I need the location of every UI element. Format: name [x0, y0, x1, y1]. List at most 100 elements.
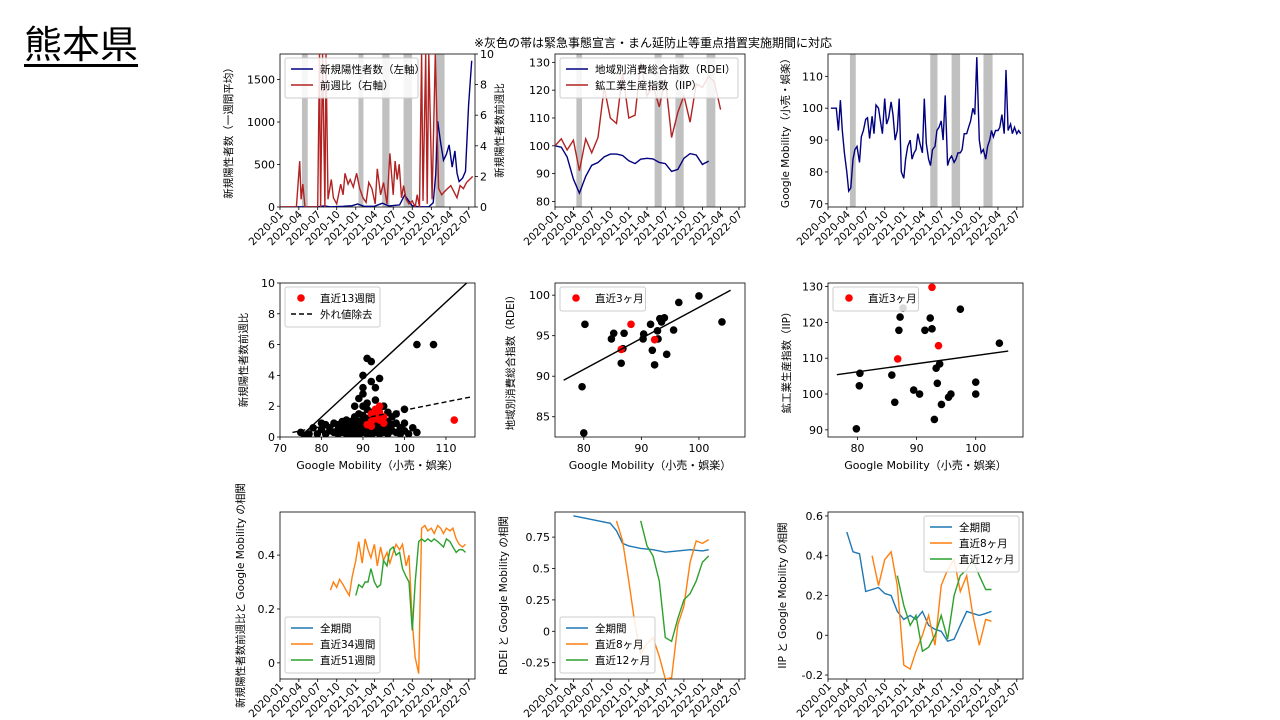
legend-label: 直近12ヶ月 [959, 553, 1014, 566]
y-tick-label: 0.4 [806, 550, 824, 563]
plot-area [280, 54, 474, 207]
y-tick-label: 90 [809, 134, 823, 147]
y-tick-label: 90 [809, 424, 823, 437]
data-point [947, 390, 955, 398]
legend-box [923, 515, 1020, 573]
shaded-band-4 [435, 54, 445, 207]
legend: 直近3ヶ月 [559, 286, 646, 312]
axes-frame [554, 53, 746, 208]
legend-label: 直近12ヶ月 [595, 654, 650, 667]
x-axis-label: Google Mobility（小売・娯楽） [296, 458, 458, 472]
data-point [928, 325, 936, 333]
data-point [620, 329, 628, 338]
chart-c1: 05001000150002468102020-012020-042020-07… [222, 48, 506, 248]
data-point [404, 430, 413, 437]
y-tick-label: 0.5 [533, 563, 551, 576]
data-point [371, 396, 380, 404]
y-tick-label: 6 [268, 339, 275, 352]
chart-c9: -0.200.20.40.62020-012020-042020-072020-… [776, 510, 1024, 720]
plot-area [830, 57, 1022, 194]
x-tick-label: 100 [394, 442, 415, 455]
legend-label: 外れ値除去 [320, 308, 373, 321]
legend-label: 直近3ヶ月 [868, 292, 917, 305]
y-tick-label: 0.6 [806, 510, 824, 523]
y-tick-label: 95 [536, 330, 550, 343]
data-point [413, 428, 421, 437]
legend-label: 直近51週間 [320, 654, 375, 667]
series-line-1 [280, 54, 474, 207]
shaded-band-2 [951, 54, 961, 207]
legend-box [284, 57, 419, 99]
y-tick-label: 90 [536, 168, 550, 181]
data-point [926, 314, 935, 322]
x-tick-label: 70 [273, 442, 287, 455]
legend-box [559, 286, 646, 312]
y-tick-label: 10 [261, 277, 275, 290]
y-tick-label: 120 [529, 84, 550, 97]
x-tick-label: 100 [965, 442, 986, 455]
x-axis-label: Google Mobility（小売・娯楽） [569, 458, 731, 472]
y-tick-label: 0.2 [258, 603, 276, 616]
data-point [852, 424, 861, 433]
series-line-0 [573, 515, 709, 553]
legend-box [284, 616, 381, 674]
y-axis-label: 地域別消費総合指数（RDEI） [504, 290, 517, 431]
x-tick-label: 90 [356, 442, 370, 455]
x-tick-label: 100 [688, 442, 709, 455]
chart-c2: 80901001101201302020-012020-042020-07202… [522, 53, 746, 248]
fit-line-0 [836, 350, 1009, 376]
series-line-1 [329, 524, 466, 674]
shaded-band-2 [675, 54, 684, 207]
legend-label: 地域別消費総合指数（RDEI） [595, 63, 736, 76]
data-point [888, 371, 896, 379]
legend-box [284, 286, 381, 328]
data-point [359, 390, 367, 398]
y-tick-label: 1500 [247, 74, 275, 87]
x-tick-label: 110 [435, 442, 456, 455]
data-point [617, 359, 626, 368]
series-line-0 [280, 60, 473, 207]
y-tick-label: 4 [268, 369, 275, 382]
shaded-band-3 [706, 54, 716, 207]
y-tick-label: 0.75 [526, 531, 551, 544]
data-point [930, 415, 939, 424]
data-point [896, 313, 904, 321]
legend-label: 直近13週間 [320, 292, 375, 305]
y-tick-label: 80 [536, 195, 550, 208]
recent-point [893, 355, 902, 363]
data-point [971, 390, 980, 398]
recent-point [450, 416, 459, 424]
legend-box [559, 616, 656, 674]
y-tick-label: 2 [268, 400, 275, 413]
plot-area [329, 524, 466, 674]
recent-point [627, 320, 635, 329]
chart-c8: -0.2500.250.50.752020-012020-042020-0720… [497, 511, 746, 720]
data-point [375, 374, 384, 383]
y-tick-label: 1000 [247, 116, 275, 129]
x-tick-label: 80 [577, 442, 591, 455]
y-tick-label: 0 [543, 625, 550, 638]
legend-label: 新規陽性者数（左軸） [320, 63, 425, 76]
y-axis-label: 新規陽性者数前週比 [237, 313, 250, 408]
axes-frame [554, 511, 746, 680]
series-line-0 [555, 145, 710, 195]
recent-point [650, 335, 659, 344]
y-tick-label: 100 [529, 289, 550, 302]
band-note-text: ※灰色の帯は緊急事態宣言・まん延防止等重点措置実施期間に対応 [473, 36, 833, 50]
x-tick-label: 90 [910, 442, 924, 455]
y-axis-label: RDEI と Google Mobility の相関 [497, 516, 510, 675]
y-tick-label: 0 [816, 629, 823, 642]
chart-c3: 7080901001102020-012020-042020-072020-10… [779, 53, 1024, 248]
recent-point [367, 422, 376, 431]
data-point [669, 326, 678, 334]
legend-label: 全期間 [595, 622, 627, 635]
recent-point [375, 402, 384, 411]
legend-marker [297, 294, 305, 302]
fit-line-0 [563, 289, 731, 381]
data-point [915, 390, 924, 398]
data-point [921, 326, 929, 335]
y-axis-label: 新規陽性者数（一週間平均） [222, 62, 235, 199]
y-tick-label: 100 [802, 388, 823, 401]
